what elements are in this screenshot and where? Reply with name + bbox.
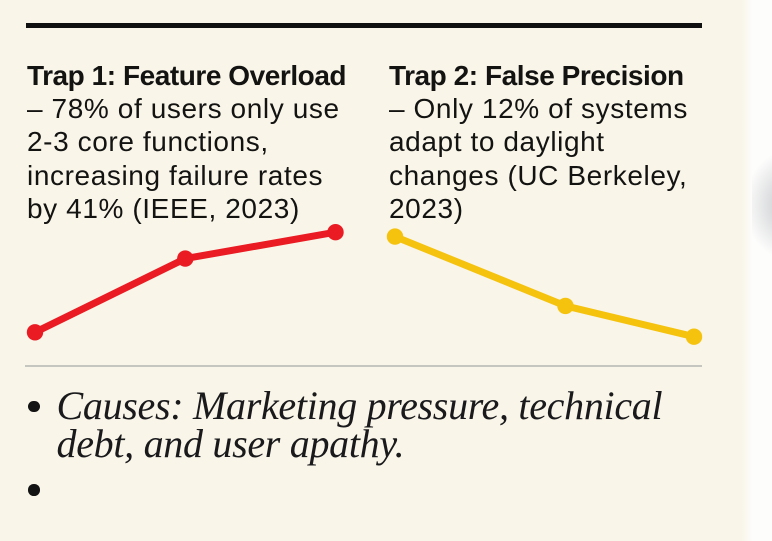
causes-bullet-text: Causes: Marketing pressure, technical de…: [56, 382, 717, 466]
right-edge-shadow: [752, 138, 772, 272]
bullet-marker: [28, 484, 40, 496]
trap2-line: adapt to daylight: [389, 126, 605, 158]
trap2-text-block: Trap 2: False Precision – Only 12% of sy…: [389, 59, 719, 226]
trap2-line: – Only 12% of systems: [389, 92, 688, 124]
causes-line: debt, and user apathy.: [56, 420, 405, 466]
causes-line: Causes: Marketing pressure, technical: [56, 382, 663, 428]
trap2-line: changes (UC Berkeley,: [389, 159, 688, 191]
trap2-line: 2023): [389, 193, 464, 225]
trap1-line: 2-3 core functions,: [27, 126, 269, 158]
section-divider: [25, 365, 702, 367]
trap1-heading: Trap 1: Feature Overload: [27, 59, 347, 91]
trap2-heading: Trap 2: False Precision: [389, 59, 684, 91]
trap1-line: by 41% (IEEE, 2023): [27, 193, 300, 225]
bullet-marker: [28, 400, 40, 412]
trap1-line: – 78% of users only use: [27, 92, 340, 124]
trap1-line: increasing failure rates: [27, 159, 324, 191]
top-accent-bar: [26, 23, 702, 28]
trap1-text-block: Trap 1: Feature Overload – 78% of users …: [27, 59, 377, 226]
